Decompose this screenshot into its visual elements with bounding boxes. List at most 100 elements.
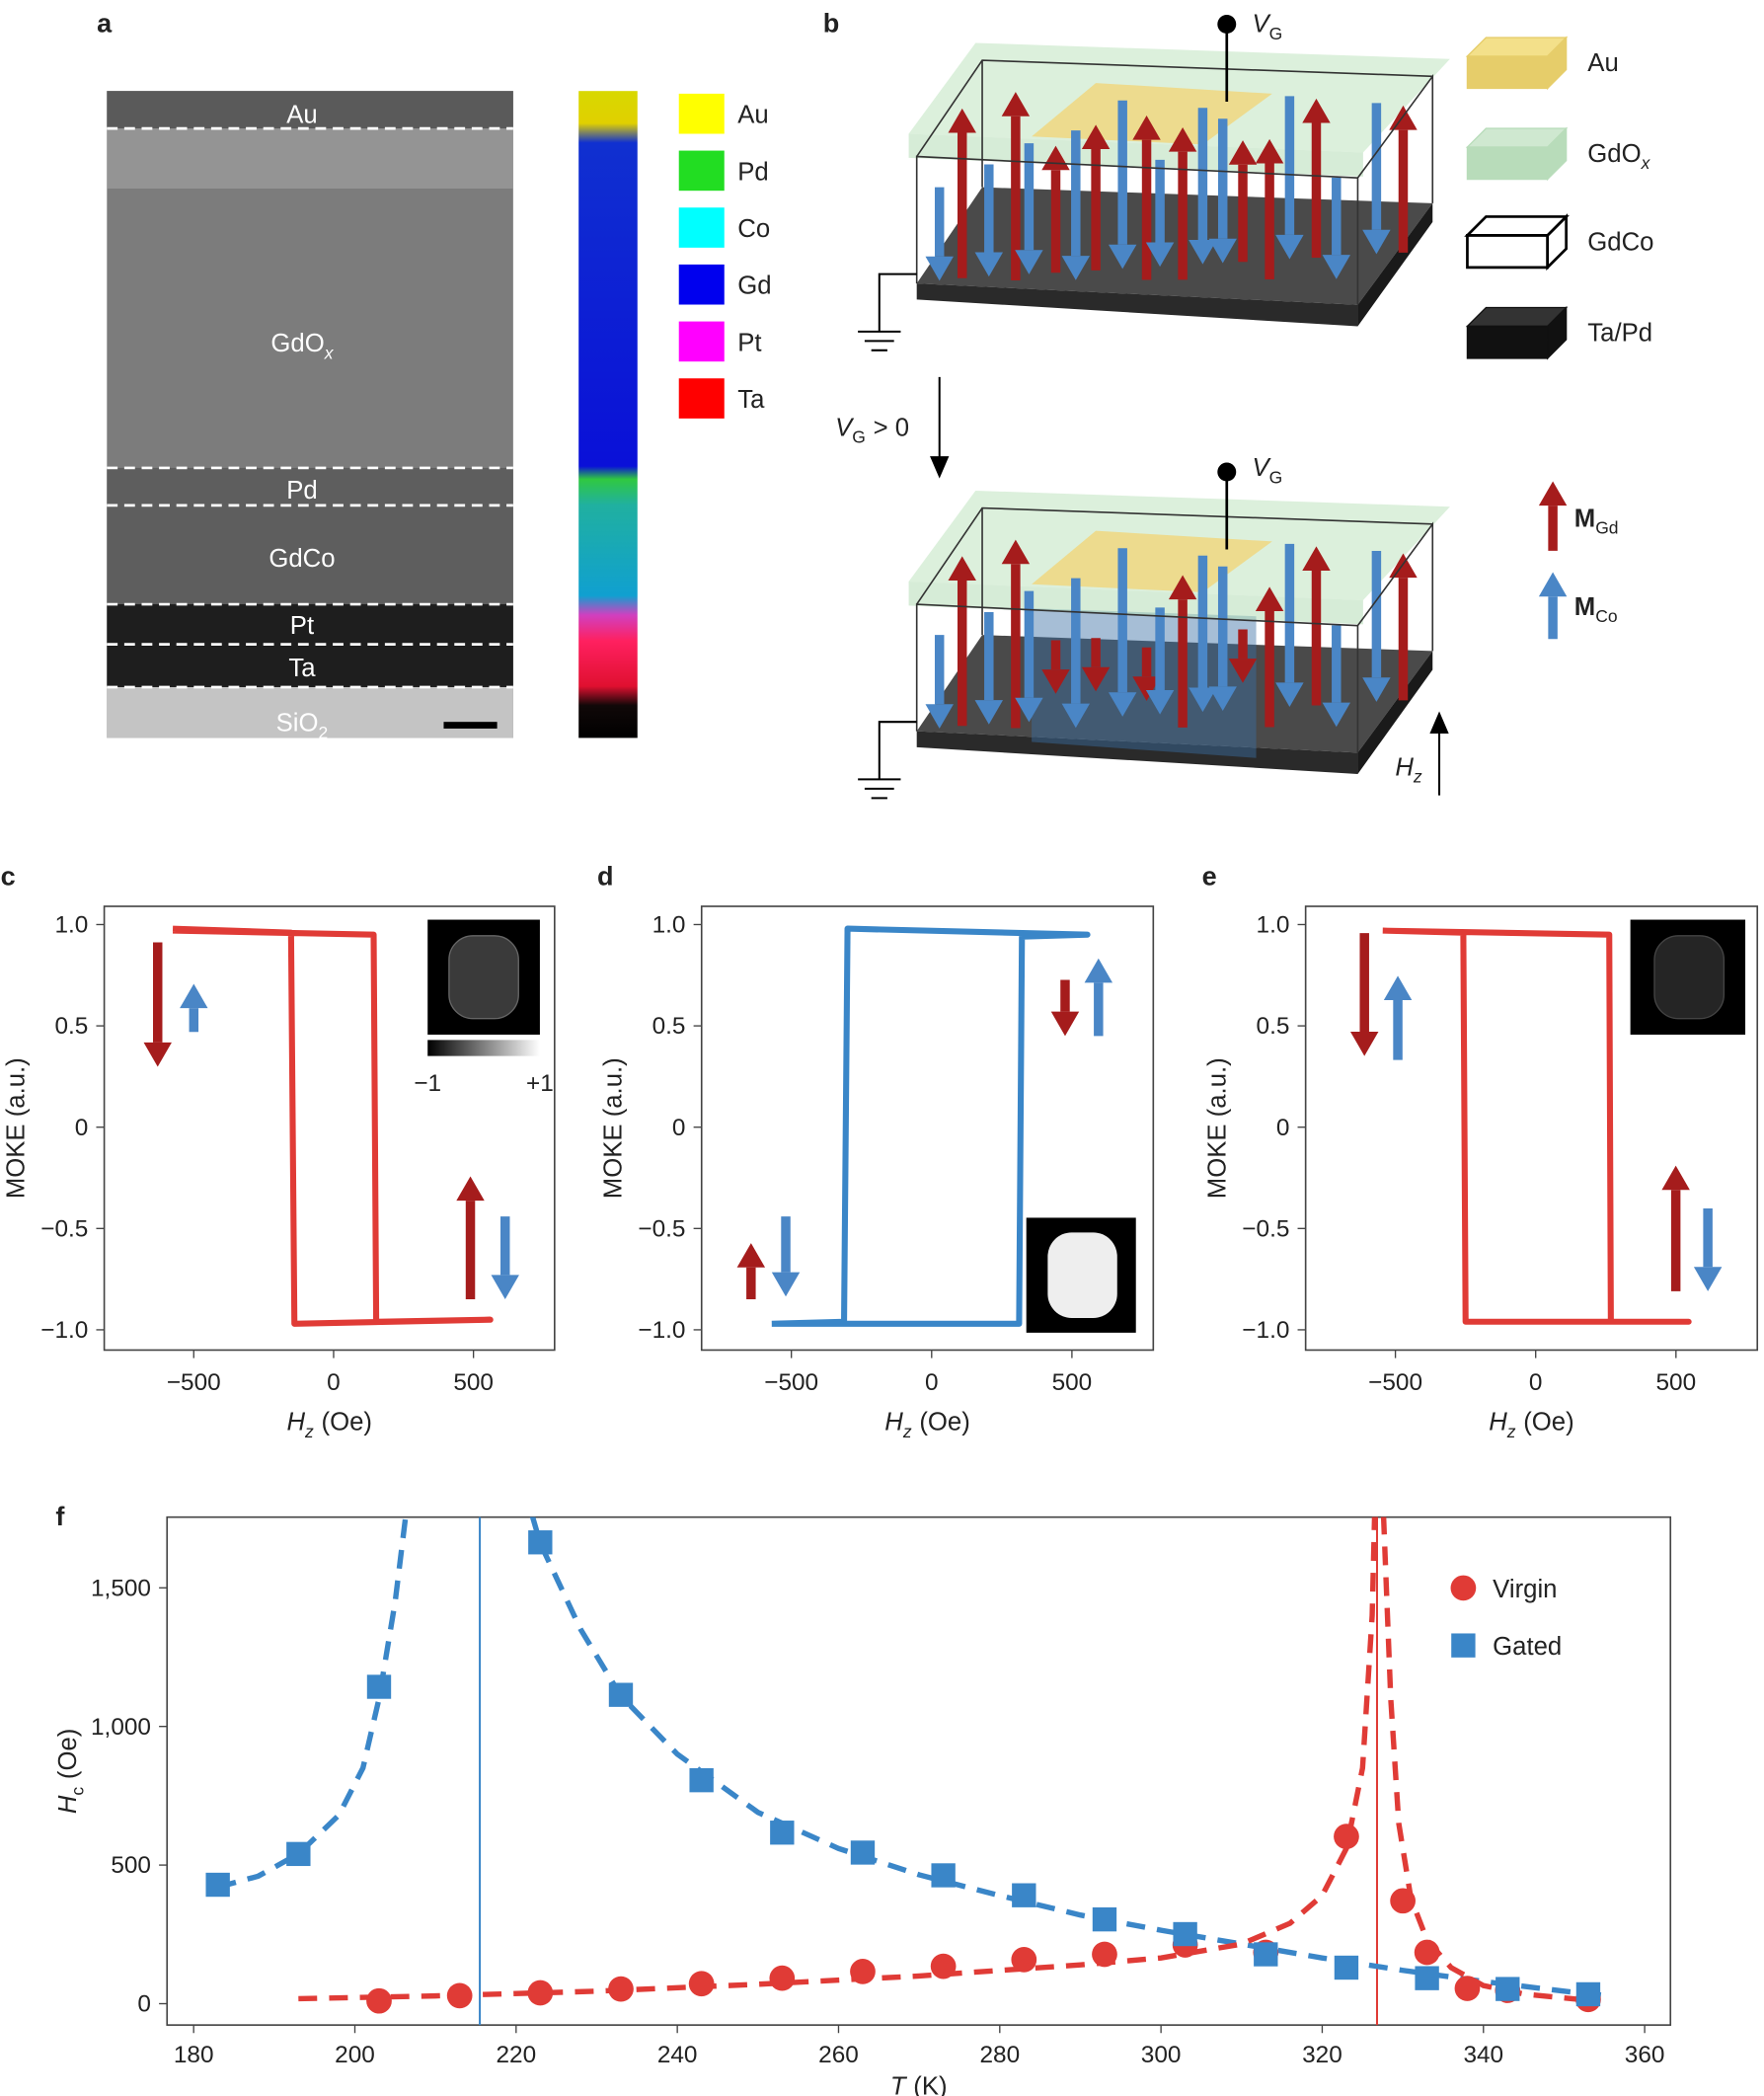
gate-label-sub: G — [1269, 467, 1283, 487]
y-tick-label: 1.0 — [1257, 912, 1290, 939]
moment-arrow-head — [1255, 586, 1284, 612]
gate-contact — [1217, 462, 1237, 482]
moment-arrow-head — [1132, 115, 1161, 140]
gold-pad — [1032, 530, 1272, 592]
plot-frame — [1304, 905, 1759, 1352]
y-tick-label: −0.5 — [638, 1215, 685, 1242]
x-axis-label: T (K) — [890, 2073, 948, 2096]
moment-arrow-head — [1389, 553, 1418, 579]
panel-label: d — [597, 860, 614, 891]
element-swatch — [678, 93, 725, 134]
gate-label-sub: G — [1269, 24, 1283, 43]
inset-domain — [1047, 1232, 1117, 1318]
y-axis-label: MOKE (a.u.) — [2, 1057, 30, 1199]
moment-arrow-head — [1081, 124, 1111, 149]
layer-label: Pd — [286, 477, 317, 505]
panel-label: b — [823, 8, 840, 39]
element-label: Au — [737, 102, 768, 129]
y-tick-label: −1.0 — [638, 1317, 685, 1344]
loop-line — [172, 925, 494, 1327]
x-tick-label: 280 — [979, 2042, 1020, 2068]
y-tick-label: 0.5 — [54, 1013, 88, 1040]
moment-arrow-head — [974, 700, 1004, 725]
y-tick-label: −1.0 — [1242, 1317, 1289, 1344]
loop-line — [1382, 927, 1692, 1325]
x-tick-label: 500 — [453, 1369, 494, 1396]
layer-label-main: GdCo — [268, 545, 335, 573]
marker — [1334, 1955, 1359, 1980]
x-axis-label: Hz (Oe) — [286, 1409, 371, 1441]
moment-arrow-head — [1350, 1031, 1379, 1056]
element-label: Pt — [737, 329, 761, 356]
legend-label-main: Au — [1587, 49, 1618, 77]
element-swatch — [678, 321, 725, 362]
x-tick-label: 0 — [1529, 1369, 1543, 1396]
plot-frame — [700, 905, 1155, 1352]
legend-label: GdCo — [1587, 228, 1653, 256]
gate-label-main: V — [1252, 11, 1271, 39]
x-axis-label-main: H — [1489, 1409, 1507, 1436]
moment-arrow-head — [1189, 687, 1217, 713]
eds-map — [578, 91, 638, 738]
moment-arrow-head — [1041, 669, 1070, 694]
element-label: Gd — [737, 272, 771, 300]
moment-label: MCo — [1574, 593, 1618, 626]
gate-contact — [1217, 15, 1237, 34]
marker — [1254, 1942, 1278, 1967]
y-tick-label: 1,000 — [91, 1714, 151, 1741]
legend-label: Ta/Pd — [1587, 319, 1652, 347]
x-tick-label: 300 — [1141, 2042, 1182, 2068]
moment-arrow-head — [1275, 682, 1304, 708]
moment-arrow-head — [1362, 677, 1391, 702]
moment-arrow-head — [1302, 98, 1331, 123]
moment-arrow-head — [1538, 572, 1568, 597]
x-tick-label: 0 — [925, 1369, 939, 1396]
legend-label-main: GdCo — [1587, 228, 1653, 256]
y-tick-label: 0 — [137, 1991, 151, 2018]
marker — [1012, 1883, 1036, 1907]
gold-pad — [1032, 83, 1272, 145]
y-tick-label: 0.5 — [652, 1013, 686, 1040]
legend-box-side — [1547, 126, 1568, 182]
panel-label: e — [1202, 860, 1217, 891]
marker — [850, 1959, 876, 1984]
field-label: Hz — [1395, 753, 1422, 786]
moment-arrow-head — [1108, 692, 1137, 717]
substrate-front — [916, 283, 1358, 327]
moment-arrow-head — [1145, 690, 1175, 715]
marker — [769, 1965, 796, 1991]
moment-arrow-head — [1168, 127, 1197, 152]
x-tick-label: 340 — [1463, 2042, 1503, 2068]
marker — [688, 1971, 715, 1997]
y-tick-label: 0 — [75, 1115, 89, 1141]
moment-arrow-head — [180, 983, 208, 1009]
loop-line — [771, 925, 1091, 1327]
x-axis-label-main: T — [890, 2073, 908, 2096]
marker — [366, 1987, 392, 2014]
moment-arrow-head — [491, 1275, 519, 1300]
moment-arrow-head — [1208, 238, 1237, 264]
fit-line — [298, 1516, 1589, 2003]
gate-label-main: V — [1252, 454, 1271, 482]
colorbar — [427, 1040, 540, 1056]
moment-arrow-head — [1208, 686, 1237, 711]
moment-arrow-head — [1015, 697, 1043, 723]
x-tick-label: −500 — [167, 1369, 221, 1396]
x-axis-label-unit: (Oe) — [1523, 1409, 1573, 1436]
layer-label-main: Pt — [290, 612, 314, 640]
legend-label-sub: x — [1641, 153, 1651, 173]
marker — [366, 1674, 392, 1699]
layer-label-main: Pd — [286, 477, 317, 505]
x-axis-label-sub: z — [902, 1422, 912, 1441]
legend-box-side — [1547, 36, 1568, 91]
inset-domain — [1653, 935, 1726, 1020]
legend-box-front — [1466, 146, 1549, 181]
legend-label-main: GdO — [1587, 140, 1641, 168]
tem-image — [107, 91, 513, 738]
y-axis-label-sub: c — [67, 1787, 87, 1796]
step-label-sub: G — [852, 427, 866, 447]
legend-label-main: Ta/Pd — [1587, 319, 1652, 347]
layer-label-main: Ta — [288, 655, 316, 682]
moment-arrow-head — [1145, 242, 1175, 268]
field-label-main: H — [1395, 753, 1414, 781]
